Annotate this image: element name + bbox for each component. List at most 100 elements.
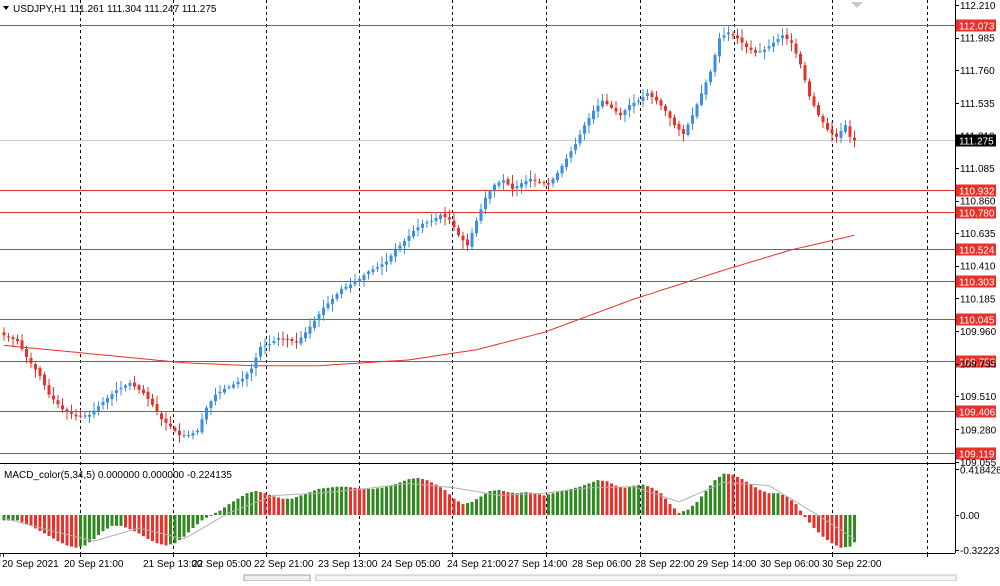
price-tick-label: 110.410 — [960, 262, 996, 273]
candle-body — [830, 129, 834, 134]
price-tick-label: 111.760 — [960, 66, 995, 77]
chart-shift-icon[interactable] — [851, 2, 863, 8]
macd-bar — [367, 488, 370, 515]
macd-bar — [547, 494, 550, 515]
candle-body — [272, 341, 276, 343]
time-tick-label: 24 Sep 21:00 — [447, 559, 507, 570]
price-tick-label: 111.535 — [960, 99, 995, 110]
candle-body — [245, 373, 249, 379]
macd-bar — [515, 493, 519, 515]
candle-body — [673, 117, 676, 126]
candle-body — [731, 33, 735, 36]
price-tick-label: 109.510 — [960, 392, 997, 403]
candle-body — [421, 223, 424, 228]
macd-bar — [155, 514, 159, 544]
scroll-tab[interactable] — [243, 574, 311, 582]
candle-body — [835, 133, 838, 137]
macd-bar — [182, 514, 186, 537]
candle-body — [362, 275, 366, 281]
macd-bar — [578, 486, 582, 515]
macd-bar — [524, 492, 528, 515]
macd-bar — [826, 514, 829, 541]
macd-bar — [169, 514, 172, 545]
candle-body — [596, 105, 600, 112]
candle-body — [569, 151, 573, 158]
candle-body — [70, 412, 73, 414]
macd-bar — [97, 514, 100, 536]
macd-bar — [722, 473, 726, 515]
macd-bar — [812, 514, 816, 529]
macd-bar — [673, 508, 676, 515]
candle-body — [52, 395, 55, 400]
candle-body — [106, 398, 109, 403]
macd-bar — [88, 514, 91, 543]
current-price-tag — [956, 134, 996, 147]
level-label: 109.406 — [959, 408, 996, 419]
macd-bar — [209, 514, 213, 516]
candle-body — [137, 385, 141, 390]
candle-body — [668, 111, 672, 118]
macd-bar — [542, 495, 546, 515]
macd-bar — [371, 488, 375, 515]
candle-body — [151, 398, 154, 405]
macd-bar — [295, 497, 298, 515]
macd-bar — [259, 492, 262, 515]
macd-bar — [506, 492, 510, 515]
macd-bar — [61, 514, 64, 544]
candle-body — [502, 180, 505, 183]
macd-bar — [83, 514, 87, 546]
macd-bar — [232, 501, 235, 515]
candle-body — [493, 184, 496, 192]
level-label: 110.932 — [959, 187, 995, 198]
candle-body — [610, 104, 613, 108]
macd-bar — [497, 489, 501, 515]
macd-bar — [740, 479, 744, 515]
macd-bar — [835, 514, 838, 546]
macd-bar — [250, 492, 253, 515]
macd-bar — [133, 514, 136, 532]
macd-bar — [416, 477, 420, 515]
macd-bar — [619, 486, 622, 515]
macd-bar — [421, 479, 424, 515]
candle-body — [506, 179, 510, 185]
candle-body — [556, 173, 559, 181]
macd-bar — [151, 514, 154, 542]
macd-bar — [493, 490, 496, 515]
candle-body — [425, 222, 429, 224]
candle-body — [740, 37, 744, 43]
level-tag — [956, 184, 996, 197]
macd-bar — [718, 476, 721, 515]
time-tick-label: 28 Sep 22:00 — [635, 559, 695, 570]
candle-body — [790, 40, 793, 43]
macd-bar — [668, 504, 672, 515]
candle-body — [164, 418, 168, 423]
macd-bar — [16, 514, 19, 521]
macd-bar — [839, 514, 843, 548]
candle-body — [722, 35, 726, 38]
candle-body — [839, 131, 843, 138]
candle-body — [749, 47, 753, 50]
scroll-track[interactable] — [315, 574, 957, 582]
macd-bar — [700, 496, 703, 515]
candle-body — [592, 110, 595, 120]
candle-body — [637, 100, 640, 102]
macd-bar — [677, 512, 681, 515]
candle-body — [74, 414, 78, 417]
macd-bar — [268, 494, 271, 515]
level-tag — [956, 355, 996, 368]
macd-bar — [574, 487, 577, 515]
dropdown-triangle-icon[interactable] — [3, 6, 9, 10]
macd-bar — [254, 491, 258, 515]
candle-body — [286, 338, 289, 340]
time-tick-label: 23 Sep 13:00 — [318, 559, 378, 570]
candle-body — [704, 82, 708, 95]
macd-bar — [317, 488, 321, 515]
macd-bar — [385, 486, 388, 515]
macd-bar — [529, 492, 532, 515]
horizontal-levels[interactable] — [0, 25, 955, 454]
candle-body — [542, 182, 546, 184]
level-label: 112.073 — [959, 22, 995, 33]
candle-body — [808, 81, 811, 97]
